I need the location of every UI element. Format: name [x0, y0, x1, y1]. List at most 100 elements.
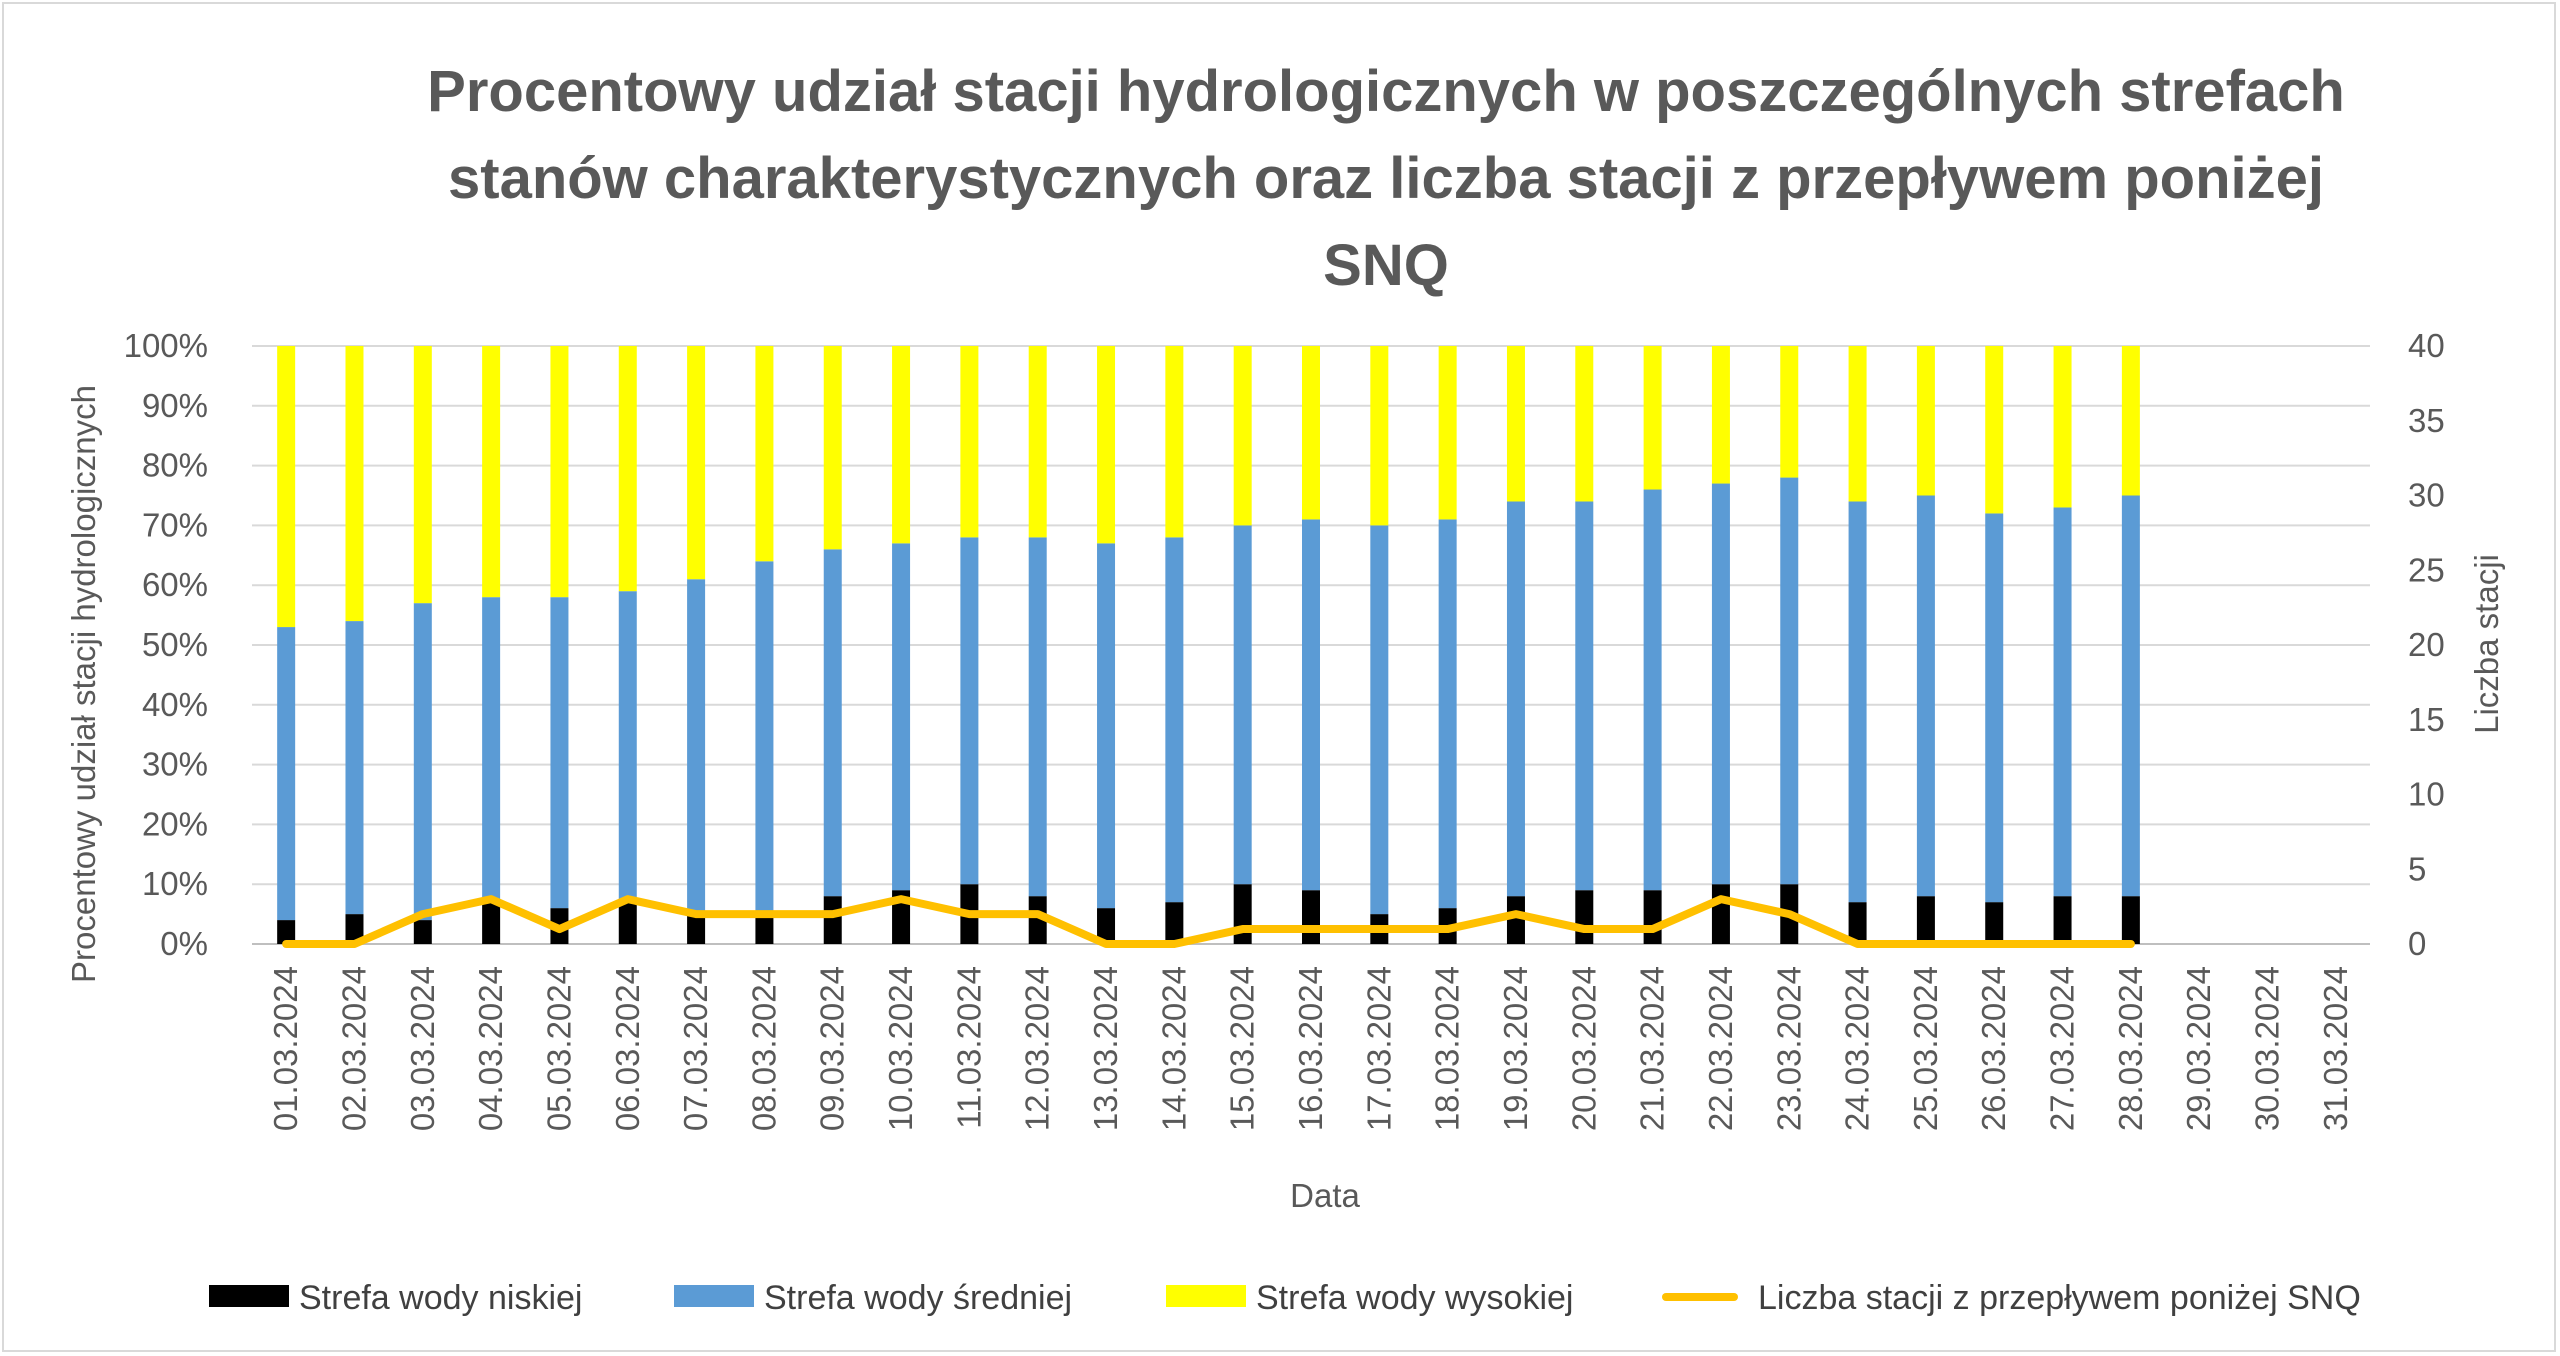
bar-segment — [1506, 896, 1525, 944]
bar-segment — [550, 597, 569, 909]
bar-segment — [1302, 890, 1320, 944]
x-tick-label: 30.03.2024 — [2249, 966, 2286, 1131]
x-tick-label: 26.03.2024 — [1975, 966, 2012, 1131]
bar-segment — [1165, 902, 1184, 944]
bar-segment — [1711, 483, 1730, 885]
bar-segment — [277, 346, 296, 628]
x-tick-label: 16.03.2024 — [1292, 966, 1329, 1131]
x-tick-label: 04.03.2024 — [472, 966, 509, 1131]
bar-segment — [1165, 537, 1184, 903]
chart-canvas: Procentowy udział stacji hydrologicznych… — [65, 59, 2505, 1317]
x-tick-label: 21.03.2024 — [1634, 966, 1671, 1131]
x-tick-label: 15.03.2024 — [1224, 966, 1261, 1131]
bar-segment — [1233, 525, 1252, 885]
bar-segment — [1575, 346, 1594, 502]
bar-segment — [550, 346, 569, 598]
bar-segment — [1165, 346, 1184, 538]
x-tick-label: 17.03.2024 — [1360, 966, 1397, 1131]
bar-segment — [1506, 501, 1525, 897]
bar-segment — [1370, 346, 1389, 526]
x-tick-label: 05.03.2024 — [540, 966, 577, 1131]
y-tick-label: 70% — [142, 506, 208, 543]
x-tick-label: 14.03.2024 — [1155, 966, 1192, 1131]
bar-segment — [1438, 346, 1457, 520]
bar-segment — [823, 346, 842, 550]
bar-segment — [1097, 346, 1116, 544]
bar-segment — [2053, 507, 2072, 897]
y-tick-label: 100% — [124, 327, 208, 364]
x-tick-label: 19.03.2024 — [1497, 966, 1534, 1131]
bar-segment — [1711, 346, 1730, 484]
legend-label: Strefa wody niskiej — [299, 1279, 582, 1317]
x-tick-label: 13.03.2024 — [1087, 966, 1124, 1131]
bar-segment — [413, 603, 432, 921]
legend-label: Strefa wody średniej — [764, 1279, 1072, 1317]
bar-segment — [1985, 902, 2004, 944]
bar-segment — [1780, 346, 1799, 478]
bar-segment — [1028, 537, 1047, 897]
y2-tick-label: 10 — [2408, 776, 2445, 813]
y-tick-label: 0% — [160, 925, 208, 962]
bar-segment — [755, 346, 774, 562]
y-tick-label: 60% — [142, 566, 208, 603]
chart-title: Procentowy udział stacji hydrologicznych… — [427, 59, 2345, 298]
bar-segment — [2121, 495, 2140, 897]
y-tick-label: 40% — [142, 686, 208, 723]
bars — [277, 346, 2140, 944]
y2-tick-label: 5 — [2408, 850, 2426, 887]
y-tick-label: 80% — [142, 447, 208, 484]
y2-tick-label: 15 — [2408, 701, 2445, 738]
x-tick-label: 11.03.2024 — [950, 966, 987, 1129]
bar-segment — [1643, 489, 1662, 891]
x-tick-label: 29.03.2024 — [2180, 966, 2217, 1131]
x-tick-label: 07.03.2024 — [677, 966, 714, 1131]
legend-swatch — [209, 1285, 289, 1307]
bar-segment — [413, 920, 432, 944]
bar-segment — [687, 579, 706, 915]
bar-segment — [345, 346, 364, 622]
bar-segment — [1370, 525, 1389, 915]
bar-segment — [1848, 346, 1867, 502]
bar-segment — [1643, 346, 1662, 490]
bar-segment — [1780, 477, 1799, 885]
y-tick-label: 20% — [142, 805, 208, 842]
y2-tick-label: 35 — [2408, 402, 2445, 439]
chart-title-line-2: stanów charakterystycznych oraz liczba s… — [448, 146, 2324, 211]
x-tick-label: 02.03.2024 — [335, 966, 372, 1131]
y-axis-left-ticks: 0% 10% 20% 30% 40% 50% 60% 70% 80% 90% 100% — [124, 327, 208, 962]
bar-segment — [482, 902, 501, 944]
bar-segment — [892, 346, 911, 544]
x-tick-label: 25.03.2024 — [1907, 966, 1944, 1131]
bar-segment — [482, 346, 501, 598]
bar-segment — [755, 561, 774, 915]
bar-segment — [1302, 519, 1320, 891]
bar-segment — [1916, 346, 1935, 496]
x-tick-label: 01.03.2024 — [267, 966, 304, 1131]
legend-label: Liczba stacji z przepływem poniżej SNQ — [1758, 1279, 2361, 1317]
y-axis-right-ticks: 0 5 10 15 20 25 30 35 40 — [2408, 327, 2445, 962]
bar-segment — [2053, 896, 2072, 944]
bar-segment — [2121, 896, 2140, 944]
x-tick-label: 18.03.2024 — [1429, 966, 1466, 1131]
x-tick-label: 27.03.2024 — [2044, 966, 2081, 1131]
y-axis-right-title: Liczba stacji — [2468, 554, 2505, 734]
x-tick-label: 06.03.2024 — [609, 966, 646, 1131]
bar-segment — [1233, 346, 1252, 526]
bar-segment — [618, 346, 637, 592]
x-tick-label: 20.03.2024 — [1565, 966, 1602, 1131]
bar-segment — [1575, 890, 1594, 944]
bar-segment — [1643, 890, 1662, 944]
bar-segment — [2053, 346, 2072, 508]
bar-segment — [1985, 346, 2004, 514]
bar-segment — [1916, 896, 1935, 944]
y2-tick-label: 20 — [2408, 626, 2445, 663]
bar-segment — [755, 914, 774, 944]
bar-segment — [277, 920, 296, 944]
legend: Strefa wody niskiej Strefa wody średniej S… — [209, 1279, 2361, 1317]
bar-segment — [1985, 513, 2004, 903]
bar-segment — [482, 597, 501, 903]
bar-segment — [1438, 519, 1457, 909]
y2-tick-label: 0 — [2408, 925, 2426, 962]
bar-segment — [1848, 902, 1867, 944]
